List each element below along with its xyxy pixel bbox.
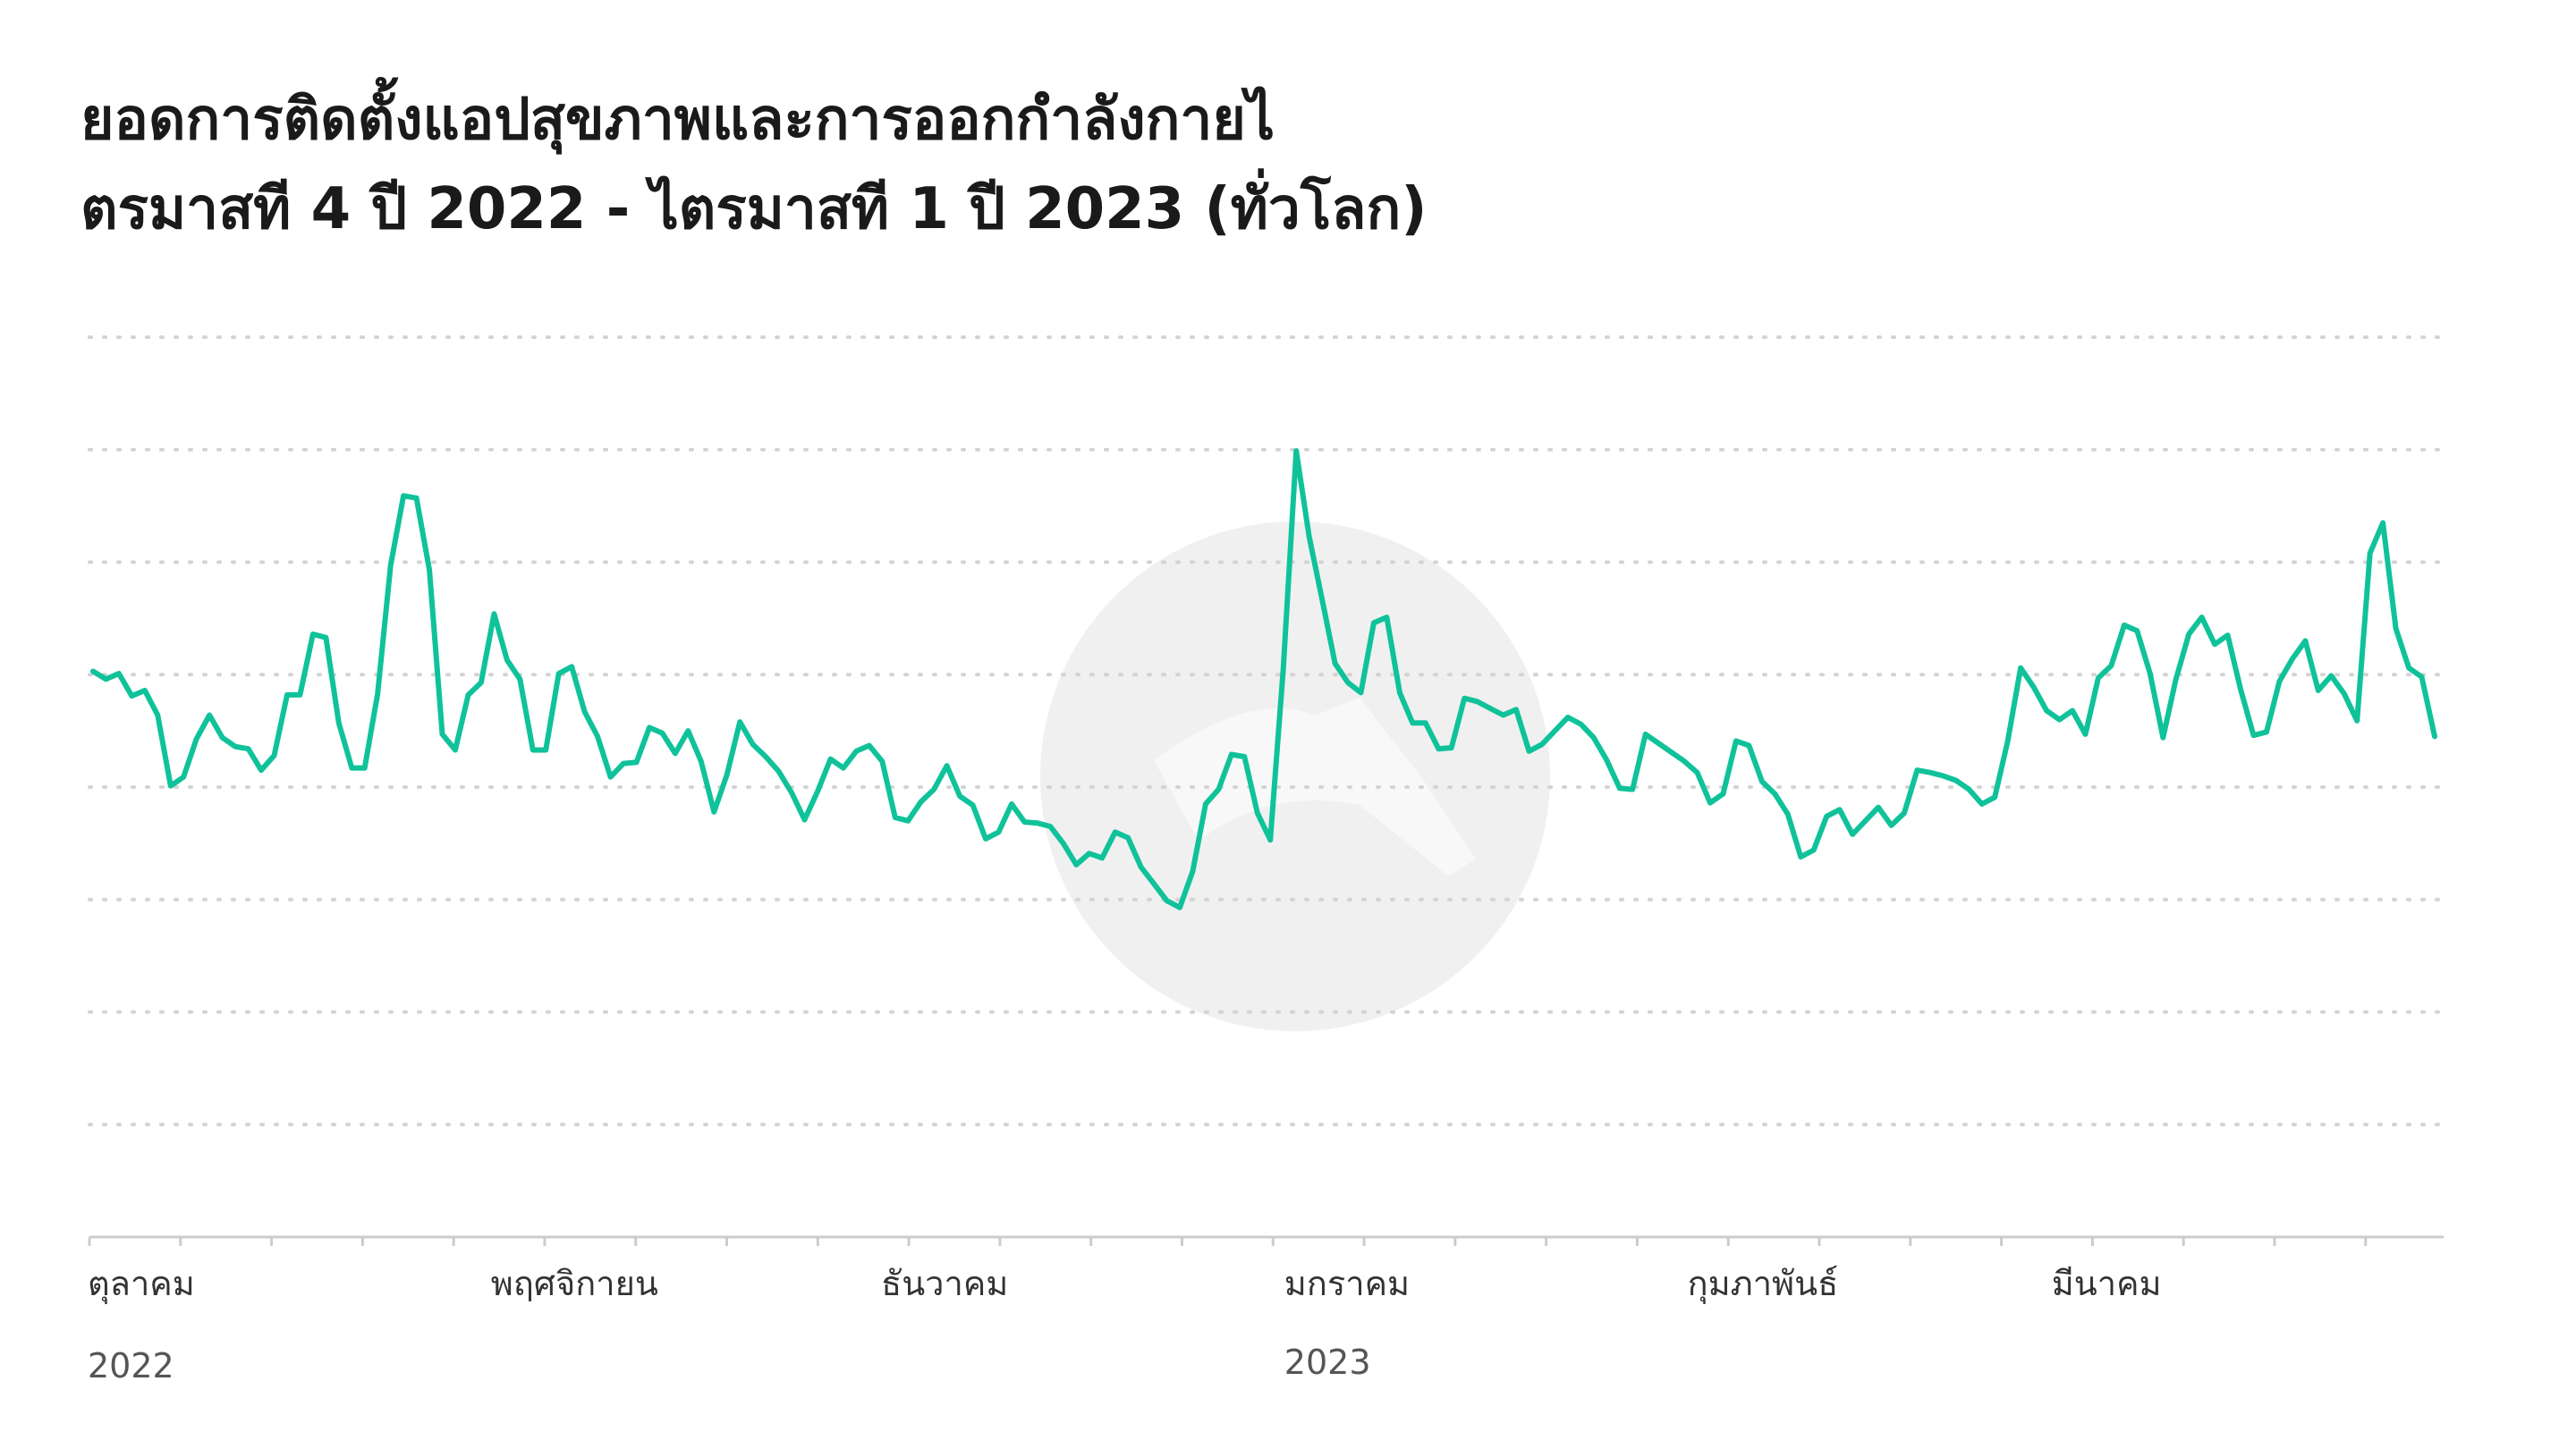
chart-title-line-2: ตรมาสที 4 ปี 2022 - ไตรมาสที 1 ปี 2023 (… — [80, 176, 1428, 242]
x-axis-labels: ตุลาคม 2022 พฤศจิกายน ธันวาคม มกราคม 2023 กุมภ… — [88, 1264, 2162, 1385]
series-line — [90, 448, 2437, 911]
x-tick-label: มีนาคม — [2052, 1264, 2162, 1303]
x-year-label: 2022 — [88, 1346, 174, 1385]
x-tick-label: มกราคม — [1284, 1264, 1410, 1303]
gridlines — [88, 335, 2445, 1127]
app-logo-icon — [1040, 521, 1550, 1031]
x-year-label: 2023 — [1284, 1343, 1371, 1382]
chart-title: ยอดการติดตั้งแอปสุขภาพและการออกกำลังกายไ… — [80, 75, 1601, 254]
x-axis-ticks — [88, 1237, 2368, 1246]
chart-title-line-1: ยอดการติดตั้งแอปสุขภาพและการออกกำลังกายไ — [80, 87, 1275, 153]
x-tick-label: ธันวาคม — [881, 1264, 1008, 1303]
x-tick-label: ตุลาคม — [88, 1264, 195, 1304]
x-tick-label: พฤศจิกายน — [491, 1264, 658, 1303]
x-tick-label: กุมภาพันธ์ — [1688, 1264, 1839, 1304]
